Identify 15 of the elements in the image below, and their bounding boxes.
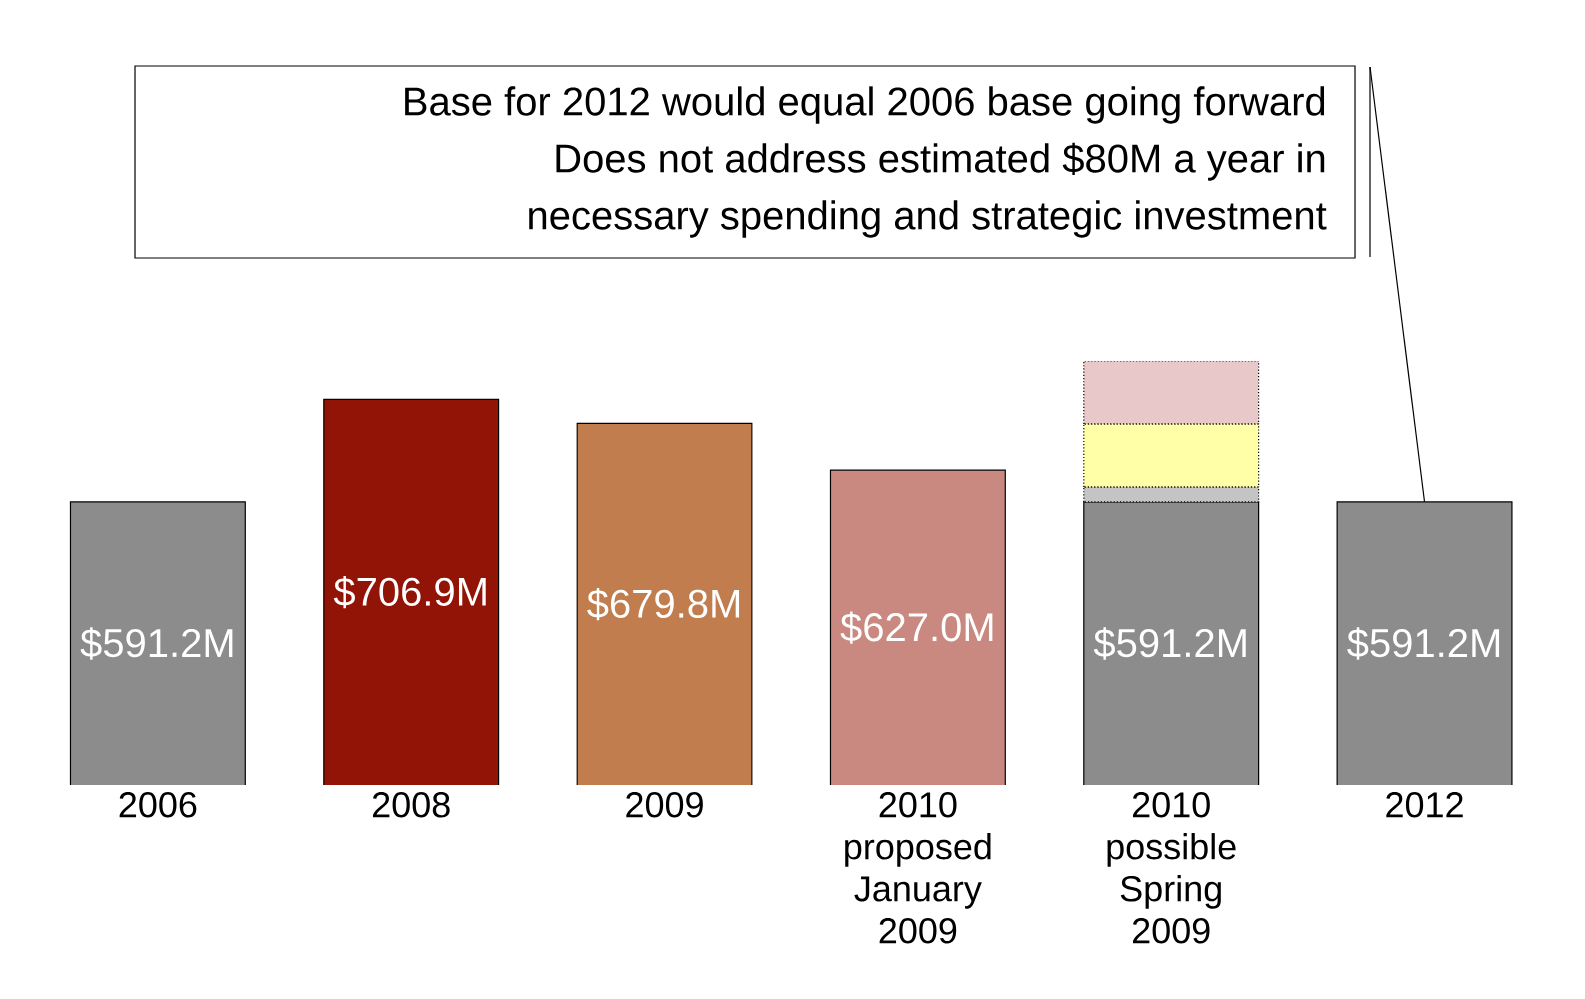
data-label: $679.8M	[587, 588, 740, 621]
text: necessary spending and strategic investment	[529, 200, 1327, 238]
data-label: $591.2M	[80, 627, 233, 660]
data-label: $591.2M	[1093, 627, 1246, 660]
x-tick-label: 2010 proposed January 2009	[845, 792, 991, 944]
x-tick-label: 2008	[372, 792, 450, 818]
data-label: $627.0M	[840, 611, 993, 644]
x-tick-label: 2006	[119, 792, 197, 818]
data-label: $706.9M	[333, 575, 486, 609]
annotation: Base for 2012 would equal 2006 base going forward	[405, 86, 1325, 124]
text: Does not address estimated $80M a year in	[556, 142, 1325, 181]
x-tick-label: 2010 possible Spring 2009	[1107, 792, 1236, 944]
x-tick-label: 2009	[626, 792, 703, 818]
x-tick-label: 2012	[1386, 792, 1463, 818]
data-label: $591.2M	[1347, 627, 1500, 660]
